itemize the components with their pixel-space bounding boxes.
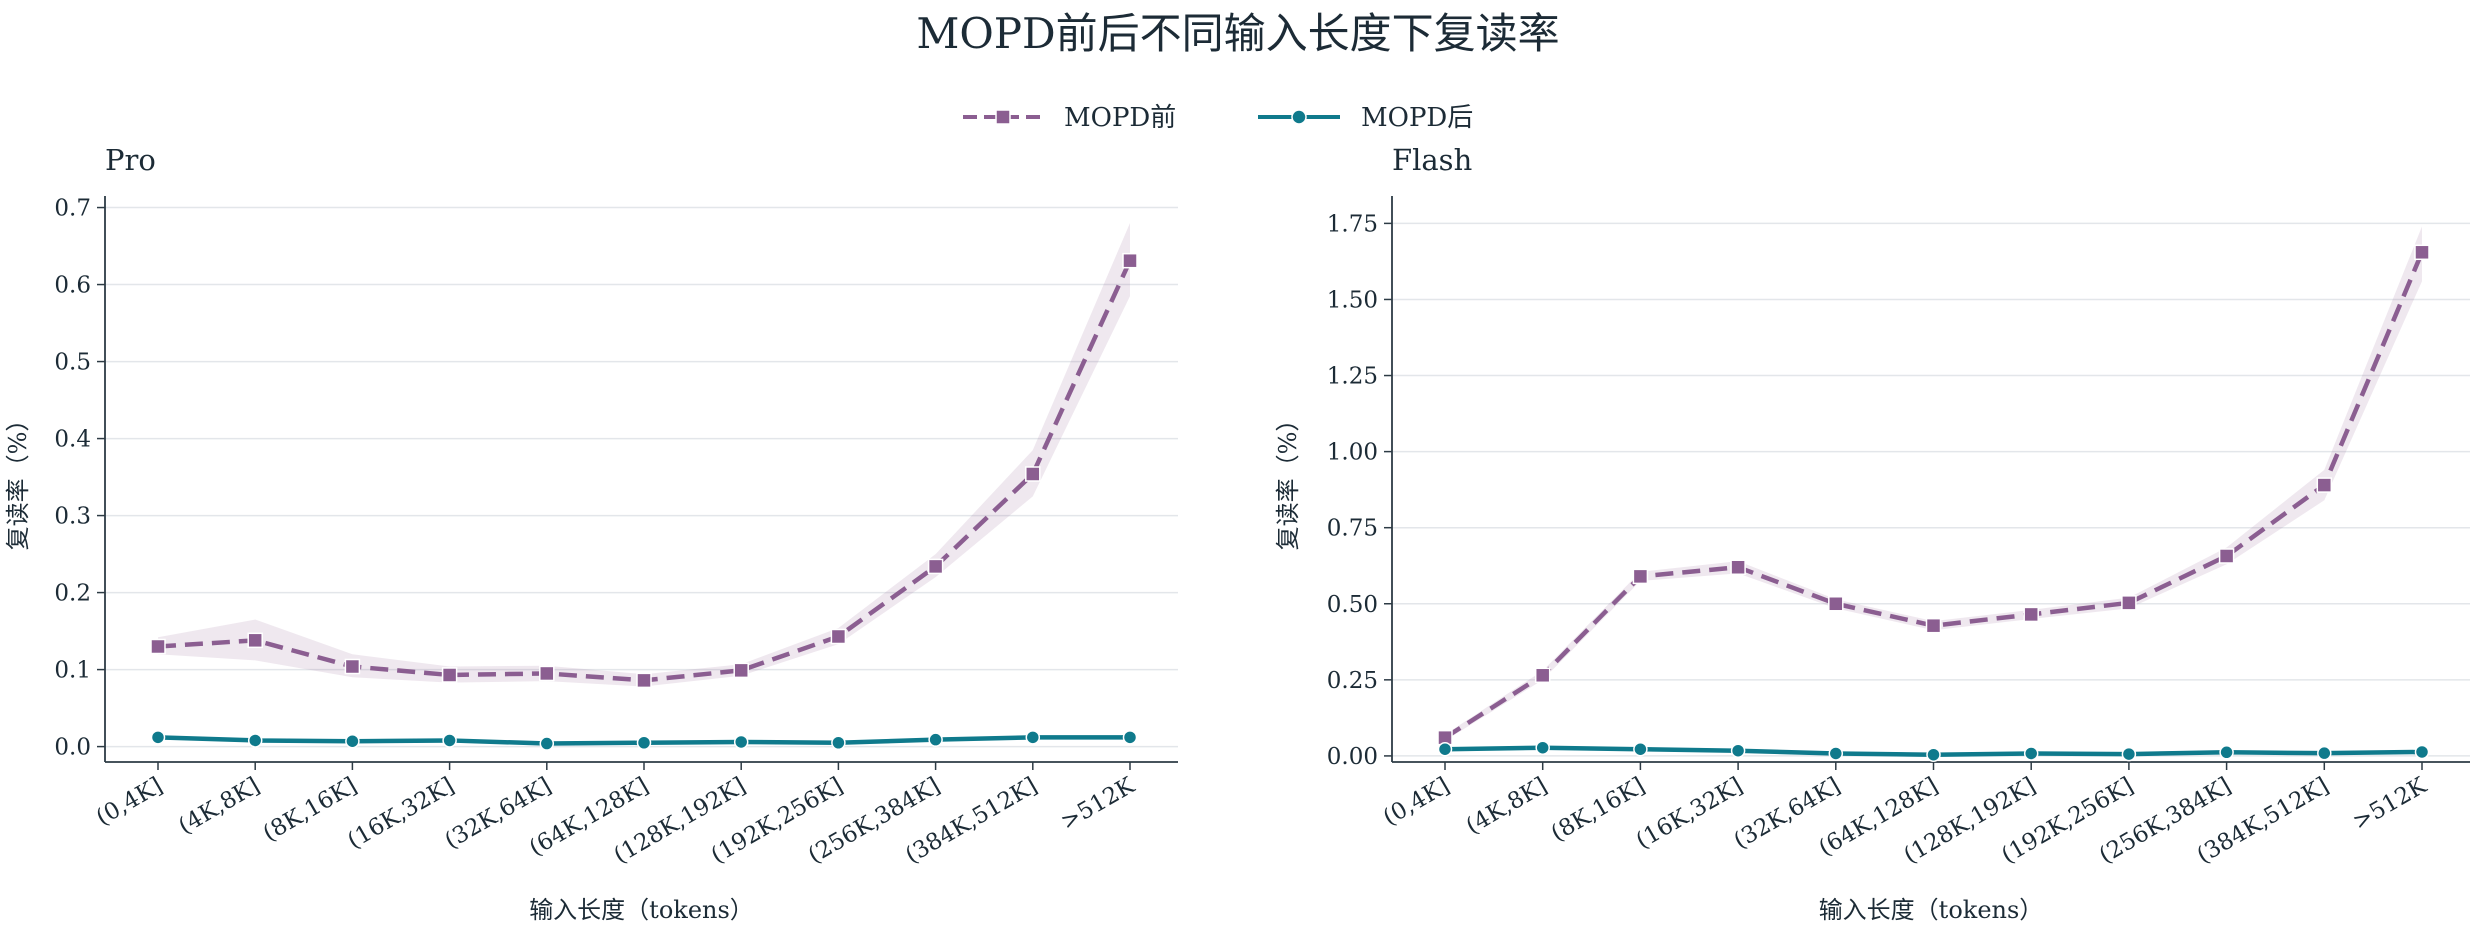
data-point: [1730, 743, 1746, 758]
y-tick-label: 0.2: [54, 581, 91, 607]
y-axis-label: 复读率（%）: [1274, 408, 1302, 551]
data-point: [1730, 559, 1746, 575]
y-tick-label: 0.0: [54, 735, 91, 761]
y-axis-label: 复读率（%）: [4, 408, 32, 551]
y-tick-label: 0.1: [54, 658, 91, 684]
panel-title: Flash: [1392, 143, 1472, 177]
y-tick-label: 0.6: [54, 273, 91, 299]
data-point: [2023, 746, 2039, 761]
x-tick-label: (16K,32K]: [343, 773, 458, 855]
data-point: [928, 732, 943, 747]
data-point: [1828, 746, 1844, 761]
y-tick-label: 1.50: [1327, 287, 1378, 313]
x-tick-label: >512K: [1056, 772, 1139, 835]
y-tick-label: 0.5: [54, 350, 91, 376]
data-point: [1122, 252, 1138, 269]
data-point: [1122, 730, 1138, 745]
data-point: [2218, 548, 2235, 564]
data-point: [539, 665, 555, 682]
y-tick-label: 0.50: [1327, 592, 1378, 618]
data-point: [539, 736, 555, 751]
data-point: [150, 638, 166, 655]
data-point: [442, 733, 457, 748]
x-tick-label: >512K: [2348, 772, 2431, 835]
series-line: [157, 259, 1133, 683]
data-point: [2317, 745, 2332, 761]
data-point: [2414, 244, 2430, 261]
data-point: [2414, 744, 2430, 760]
data-point: [2121, 746, 2137, 762]
figure-title: MOPD前后不同输入长度下复读率: [916, 9, 1559, 58]
data-point: [1437, 741, 1453, 757]
chart-panel-flash: Flash 0.00 0.25 0.50 0.75 1.00 1.25 1.50 1.75 (0,…: [1274, 143, 2470, 924]
y-tick-label: 0.25: [1327, 668, 1378, 694]
legend-marker-square: [995, 109, 1011, 125]
legend-marker-circle: [1291, 109, 1307, 125]
data-point: [1535, 740, 1550, 755]
data-point: [1828, 596, 1844, 612]
data-point: [247, 733, 263, 748]
y-tick-label: 1.00: [1327, 440, 1378, 466]
confidence-band: [1445, 226, 2422, 741]
data-point: [1926, 747, 1941, 762]
legend: MOPD前 MOPD后: [963, 103, 1473, 133]
data-point: [2219, 745, 2234, 760]
data-point: [2023, 606, 2039, 623]
data-point: [345, 733, 360, 749]
x-tick-label: (0,4K]: [92, 773, 167, 831]
data-point: [1925, 617, 1942, 634]
data-point: [1025, 466, 1041, 482]
x-tick-label: (4K,8K]: [1462, 773, 1552, 840]
data-point: [344, 658, 361, 675]
data-point: [733, 662, 749, 679]
y-tick-label: 1.75: [1327, 211, 1378, 237]
data-point: [150, 730, 166, 745]
data-point: [830, 628, 847, 645]
data-point: [247, 632, 263, 649]
data-point: [733, 734, 749, 750]
data-point: [1632, 568, 1649, 585]
data-point: [1633, 741, 1648, 757]
x-tick-label: (0,4K]: [1379, 773, 1454, 831]
data-point: [2316, 477, 2333, 493]
y-tick-label: 1.25: [1327, 364, 1378, 390]
data-point: [636, 672, 652, 689]
x-axis-label: 输入长度（tokens）: [529, 896, 754, 924]
x-tick-label: (4K,8K]: [174, 773, 264, 840]
chart-panel-pro: Pro 0.0 0.1 0.2 0.3 0.4 0.5 0.6 0.7 (0,4K] (4K,8K]…: [4, 143, 1178, 924]
data-point: [1534, 667, 1551, 684]
y-tick-label: 0.75: [1327, 516, 1378, 542]
data-point: [441, 667, 458, 683]
x-tick-label: (16K,32K]: [1632, 773, 1747, 855]
panel-title: Pro: [105, 143, 156, 177]
data-point: [831, 735, 846, 750]
series-line: [1443, 251, 2425, 740]
x-axis-label: 输入长度（tokens）: [1819, 896, 2044, 924]
confidence-band: [158, 222, 1130, 687]
data-point: [927, 558, 944, 575]
y-tick-label: 0.4: [54, 427, 91, 453]
data-point: [2121, 595, 2137, 611]
data-point: [1025, 730, 1041, 745]
y-tick-label: 0.3: [54, 504, 91, 530]
y-tick-label: 0.00: [1327, 744, 1378, 770]
y-tick-label: 0.7: [54, 196, 91, 222]
legend-label-after: MOPD后: [1361, 103, 1473, 133]
legend-label-before: MOPD前: [1064, 103, 1176, 133]
data-point: [636, 735, 652, 750]
